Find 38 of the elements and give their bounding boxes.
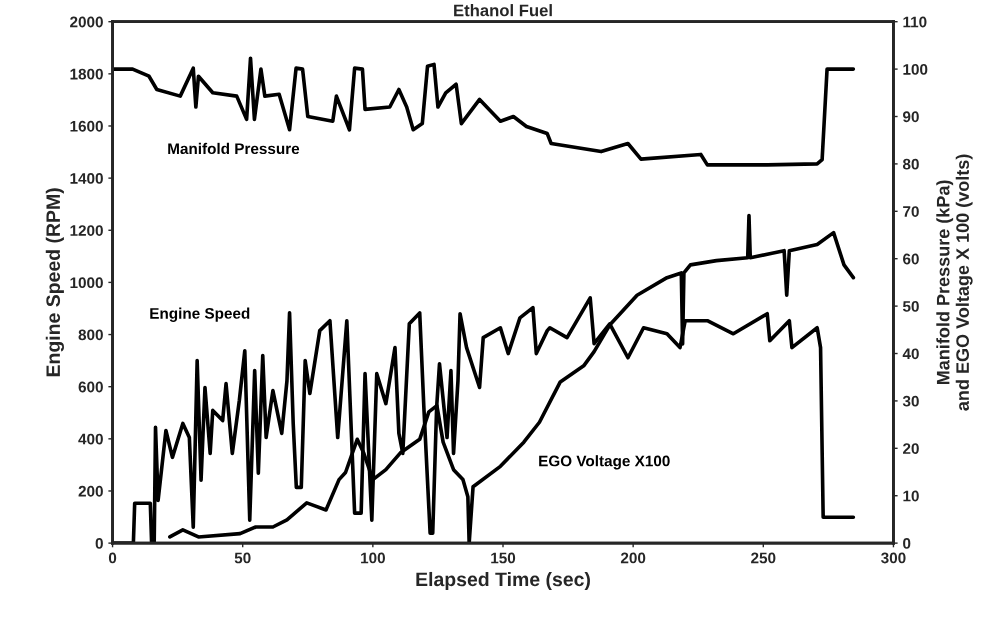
chart-title: Ethanol Fuel bbox=[454, 4, 552, 17]
x-tick-label: 0 bbox=[108, 552, 117, 564]
x-tick-label: 100 bbox=[361, 552, 385, 564]
y-tick-label: 1000 bbox=[70, 277, 103, 289]
x-tick-label: 200 bbox=[620, 552, 646, 564]
y2-tick-label: 40 bbox=[902, 348, 919, 360]
y2-tick-label: 30 bbox=[902, 395, 919, 407]
x-axis-title: Elapsed Time (sec) bbox=[416, 571, 590, 591]
series-label: Manifold Pressure bbox=[168, 142, 300, 155]
series-label: Engine Speed bbox=[150, 307, 250, 322]
x-tick-label: 250 bbox=[751, 552, 776, 564]
y2-axis-title: Manifold Pressure (kPa) and EGO Voltage X 100 (volts) bbox=[936, 154, 973, 411]
y2-tick-label: 110 bbox=[903, 16, 927, 28]
y-tick-label: 1400 bbox=[70, 172, 103, 184]
y-axis-title: Engine Speed (RPM) bbox=[45, 188, 64, 377]
y-tick-label: 0 bbox=[95, 537, 103, 549]
x-tick-label: 300 bbox=[881, 552, 906, 564]
y-tick-label: 600 bbox=[78, 381, 103, 393]
y-tick-label: 400 bbox=[78, 433, 103, 445]
y2-tick-label: 10 bbox=[903, 490, 919, 502]
y2-tick-label: 80 bbox=[902, 158, 919, 170]
y-tick-label: 1200 bbox=[70, 225, 103, 236]
y-tick-label: 1600 bbox=[70, 120, 103, 132]
y2-tick-label: 50 bbox=[902, 300, 919, 312]
y2-tick-label: 20 bbox=[903, 443, 919, 454]
y2-tick-label: 70 bbox=[903, 206, 919, 217]
y2-tick-label: 100 bbox=[903, 63, 928, 75]
y-tick-label: 2000 bbox=[70, 16, 103, 28]
y-tick-label: 1800 bbox=[70, 68, 103, 80]
y2-tick-label: 90 bbox=[903, 111, 919, 123]
y2-tick-label: 0 bbox=[903, 537, 911, 549]
series-label: EGO Voltage X100 bbox=[539, 455, 670, 470]
y-tick-label: 800 bbox=[78, 329, 103, 341]
line-series bbox=[112, 56, 856, 167]
y2-tick-label: 60 bbox=[903, 253, 919, 265]
y-tick-label: 200 bbox=[78, 485, 103, 497]
x-tick-label: 50 bbox=[234, 552, 251, 564]
x-tick-label: 150 bbox=[491, 552, 516, 564]
